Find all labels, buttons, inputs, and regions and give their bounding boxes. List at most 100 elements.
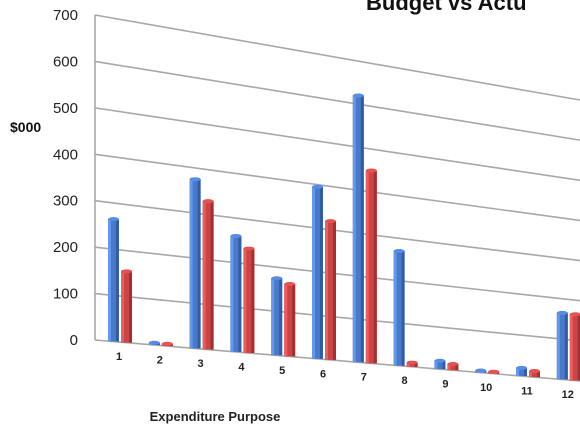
bar-cap [569, 312, 580, 317]
bar-body [406, 362, 418, 367]
gridline [94, 153, 580, 222]
bar-shadow [320, 186, 323, 359]
bar-cap [271, 276, 283, 281]
bar-cap [121, 269, 132, 274]
bar-shadow [537, 371, 540, 378]
bar [488, 369, 500, 374]
bar [243, 246, 255, 354]
bar-shadow [442, 360, 446, 370]
x-axis-label: Expenditure Purpose [150, 409, 281, 424]
bar-body [556, 312, 568, 380]
bar-body [352, 95, 364, 363]
x-tick-label: 12 [562, 389, 574, 401]
gridline [94, 14, 580, 101]
bar-cap [556, 310, 568, 315]
bar-highlight [529, 371, 532, 378]
y-tick-label: 600 [53, 53, 78, 70]
bar-highlight [556, 312, 560, 380]
bar-shadow [210, 201, 214, 350]
bar-body [284, 284, 296, 357]
bar-cap [475, 368, 487, 373]
bar-highlight [447, 363, 451, 371]
bar-body [516, 367, 527, 377]
bar-cap [406, 360, 418, 365]
bar [434, 358, 446, 370]
bar-highlight [189, 179, 193, 349]
bar-cap [352, 93, 364, 98]
bar-body [230, 235, 242, 352]
gridline [94, 107, 580, 182]
bar-shadow [116, 219, 119, 342]
bars [108, 93, 580, 381]
bar-body [325, 221, 336, 360]
x-tick-label: 4 [238, 361, 245, 373]
bar-highlight [406, 362, 410, 367]
bar-shadow [414, 362, 418, 367]
x-tick-label: 5 [279, 365, 285, 377]
bar [121, 269, 132, 343]
bar-shadow [373, 170, 377, 364]
bar-body [569, 314, 580, 381]
x-tick-label: 6 [320, 368, 326, 380]
bar-shadow [238, 235, 242, 352]
bar [108, 217, 119, 342]
bar-cap [434, 358, 446, 363]
bar-highlight [230, 235, 234, 352]
y-tick-label: 400 [53, 146, 78, 163]
bar-cap [365, 168, 377, 173]
bar-highlight [365, 170, 369, 364]
bar-shadow [197, 179, 201, 349]
bar [556, 310, 568, 380]
gridline [94, 339, 580, 382]
bar [312, 184, 323, 359]
gridline [94, 199, 580, 262]
gridlines [94, 14, 580, 382]
bar-cap [108, 217, 119, 222]
bar-body [202, 201, 214, 350]
bar-shadow [564, 312, 568, 380]
bar [325, 219, 336, 360]
bar-cap [447, 361, 459, 366]
bar-shadow [292, 284, 296, 357]
bar-cap [161, 341, 173, 346]
bar-cap [202, 199, 214, 204]
bar-shadow [577, 314, 580, 381]
chart-title: Budget vs Actu [366, 0, 527, 15]
bar-shadow [279, 278, 283, 356]
y-tick-label: 300 [53, 193, 78, 210]
bar-body [365, 170, 377, 364]
bar [202, 199, 214, 350]
x-tick-label: 8 [402, 375, 408, 387]
bar-cap [284, 282, 296, 287]
bar-highlight [352, 95, 356, 363]
bar-shadow [360, 95, 364, 363]
bar-shadow [333, 221, 336, 360]
bar [365, 168, 377, 364]
bar-shadow [524, 367, 527, 377]
bar-highlight [516, 367, 519, 377]
gridline [94, 60, 580, 141]
bar-cap [189, 177, 201, 182]
bar-body [121, 271, 132, 343]
x-tick-label: 2 [157, 354, 163, 366]
bar-body [434, 360, 446, 370]
bar-cap [393, 248, 405, 253]
bar [161, 341, 173, 347]
bar-highlight [434, 360, 438, 370]
bar [148, 340, 160, 346]
bar-cap [529, 369, 540, 374]
bar-body [529, 371, 540, 378]
x-category-labels: 1 2 3 4 5 6 7 8 9 10 11 12 [116, 351, 574, 401]
y-tick-label: 0 [70, 332, 78, 349]
y-tick-labels: 0 100 200 300 400 500 600 700 [53, 7, 78, 349]
bar [189, 177, 201, 349]
bar-highlight [312, 186, 315, 359]
bar [447, 361, 459, 371]
bar-highlight [121, 271, 124, 343]
bar [406, 360, 418, 367]
bar-highlight [569, 314, 573, 381]
bar [230, 233, 242, 352]
bar [271, 276, 283, 356]
